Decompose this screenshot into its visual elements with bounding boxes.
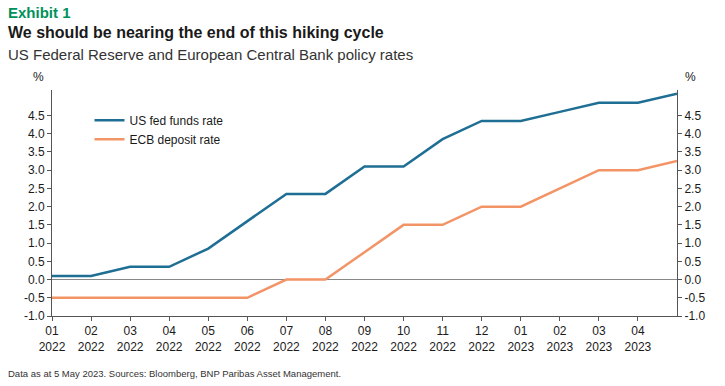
svg-text:-1.0: -1.0 [684,309,705,323]
svg-text:4.0: 4.0 [684,127,701,141]
svg-text:1.5: 1.5 [684,218,701,232]
svg-text:042022: 042022 [156,324,183,354]
svg-text:012023: 012023 [507,324,534,354]
svg-text:ECB deposit rate: ECB deposit rate [130,133,221,147]
svg-text:2.0: 2.0 [684,200,701,214]
svg-text:062022: 062022 [234,324,261,354]
svg-text:032023: 032023 [586,324,613,354]
svg-text:4.5: 4.5 [684,109,701,123]
svg-text:3.5: 3.5 [28,145,45,159]
svg-text:072022: 072022 [273,324,300,354]
svg-text:112022: 112022 [429,324,456,354]
svg-text:022023: 022023 [546,324,573,354]
svg-text:082022: 082022 [312,324,339,354]
svg-text:2.5: 2.5 [28,182,45,196]
svg-text:%: % [33,70,44,84]
svg-text:-0.5: -0.5 [24,291,45,305]
svg-text:1.5: 1.5 [28,218,45,232]
html-text:US Federal Reserve and Europea: US Federal Reserve and European Central … [8,46,414,63]
svg-text:052022: 052022 [195,324,222,354]
svg-text:1.0: 1.0 [28,236,45,250]
svg-text:3.5: 3.5 [684,145,701,159]
svg-text:122022: 122022 [468,324,495,354]
svg-text:032022: 032022 [117,324,144,354]
svg-text:102022: 102022 [390,324,417,354]
svg-text:0.0: 0.0 [28,273,45,287]
svg-text:4.0: 4.0 [28,127,45,141]
svg-text:0.0: 0.0 [684,273,701,287]
svg-text:1.0: 1.0 [684,236,701,250]
svg-text:042023: 042023 [625,324,652,354]
svg-text:022022: 022022 [78,324,105,354]
svg-text:US fed funds rate: US fed funds rate [130,114,224,128]
svg-text:3.0: 3.0 [684,163,701,177]
svg-text:%: % [685,70,696,84]
svg-text:4.5: 4.5 [28,109,45,123]
svg-text:0.5: 0.5 [684,255,701,269]
svg-text:0.5: 0.5 [28,255,45,269]
svg-text:3.0: 3.0 [28,163,45,177]
svg-text:092022: 092022 [351,324,378,354]
svg-text:012022: 012022 [39,324,66,354]
svg-text:2.0: 2.0 [28,200,45,214]
html-text:Data as at 5 May 2023. Sources: Data as at 5 May 2023. Sources: Bloomber… [8,368,341,379]
html-text:Exhibit 1: Exhibit 1 [8,4,71,21]
svg-text:2.5: 2.5 [684,182,701,196]
html-text:We should be nearing the end o: We should be nearing the end of this hik… [8,24,384,41]
svg-text:-1.0: -1.0 [24,309,45,323]
svg-text:-0.5: -0.5 [684,291,705,305]
